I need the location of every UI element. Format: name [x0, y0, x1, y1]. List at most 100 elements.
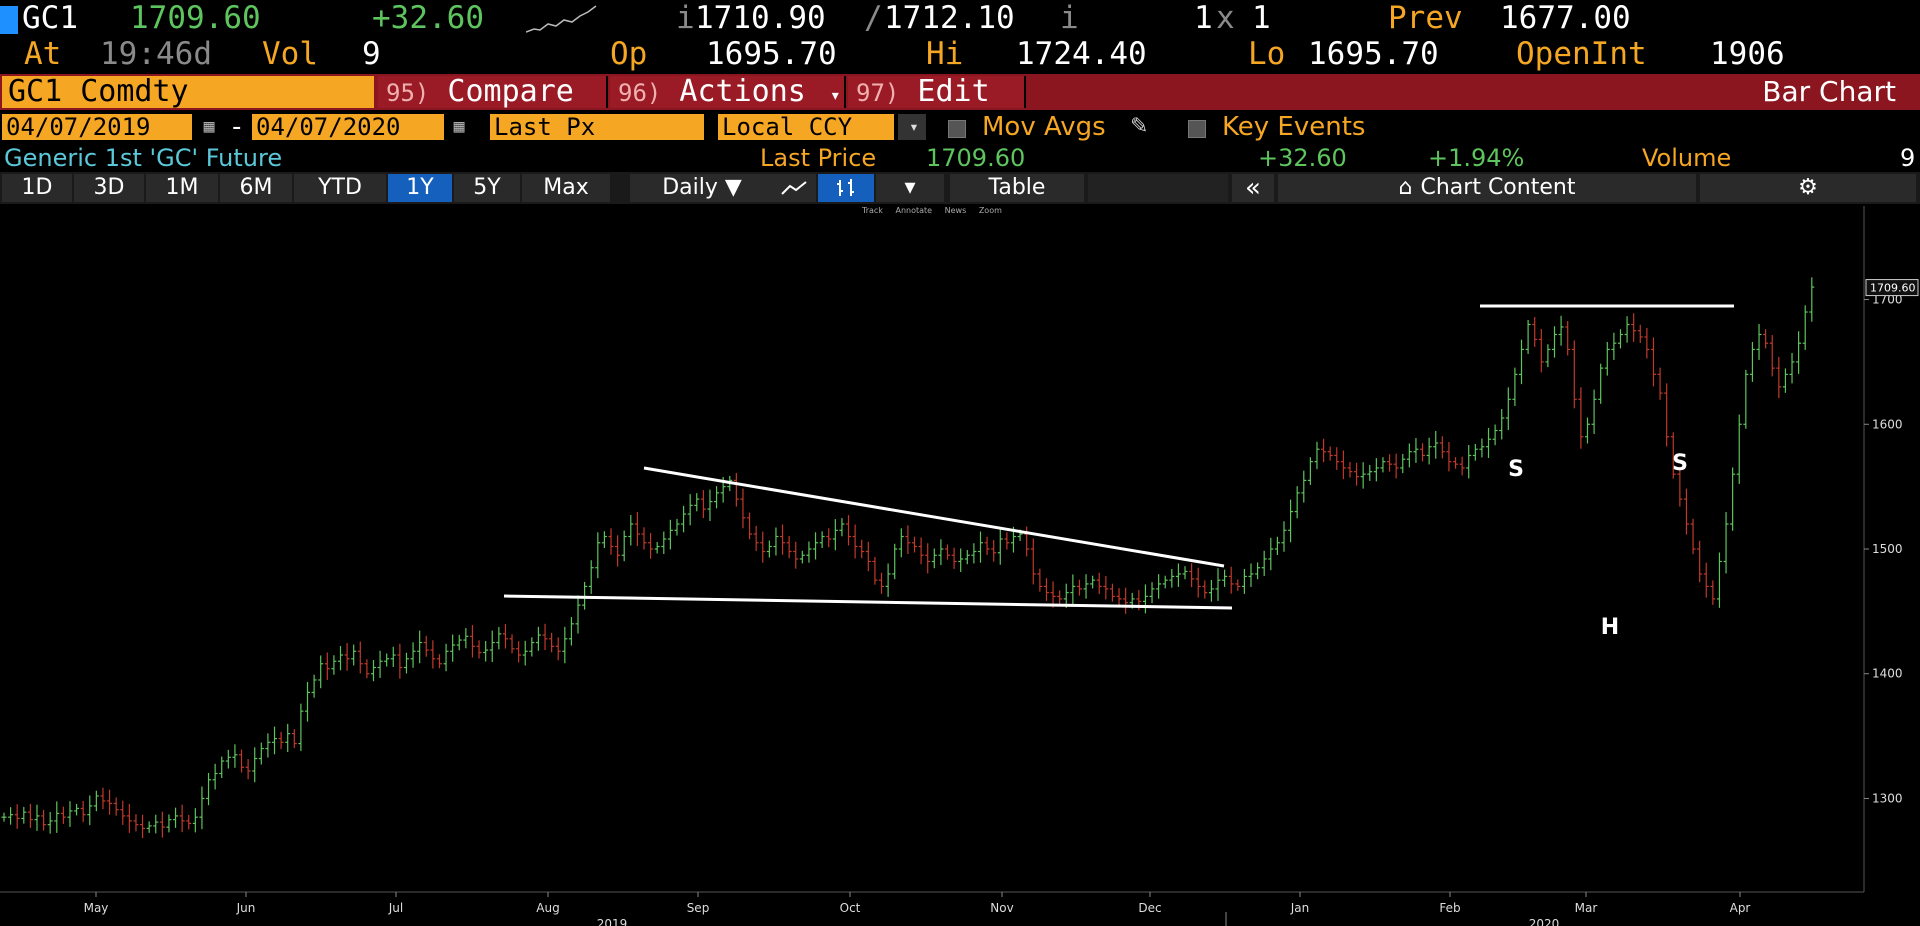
ohlc-bar	[799, 550, 805, 564]
ohlc-bar	[898, 528, 904, 558]
news-tool[interactable]: News	[944, 206, 967, 215]
quote-line-2: At 19:46d Vol 9 Op 1695.70 Hi 1724.40 Lo…	[0, 36, 1920, 72]
field-selector[interactable]: Last Px	[490, 114, 704, 140]
ohlc-bar	[549, 632, 555, 653]
ohlc-bar	[173, 807, 179, 828]
ohlc-bar	[456, 634, 462, 651]
period-5y[interactable]: 5Y	[454, 174, 520, 202]
ohlc-bar	[773, 527, 779, 556]
period-ytd[interactable]: YTD	[294, 174, 386, 202]
ohlc-bar	[1571, 340, 1577, 409]
period-1d[interactable]: 1D	[2, 174, 72, 202]
actions-label: Actions	[679, 74, 806, 109]
ohlc-bar	[786, 536, 792, 559]
mov-avgs-checkbox[interactable]	[948, 120, 966, 138]
ohlc-bar	[1565, 320, 1571, 356]
ohlc-bar	[1598, 363, 1604, 404]
table-button[interactable]: Table	[950, 174, 1084, 202]
ohlc-bar	[1228, 566, 1234, 594]
collapse-icon[interactable]: «	[1232, 174, 1274, 202]
ohlc-bar	[542, 623, 548, 651]
frequency-dropdown[interactable]: Daily ▼	[630, 174, 774, 202]
period-toolbar: 1D 3D 1M 6M YTD 1Y 5Y Max Daily ▼ ▾ Table « ⌂ Ch…	[0, 172, 1920, 204]
ohlc-bar	[1657, 367, 1663, 400]
ohlc-bar	[1578, 387, 1584, 449]
pencil-icon[interactable]: ✎	[1130, 114, 1149, 139]
ohlc-bar	[1545, 344, 1551, 368]
ohlc-bar	[21, 806, 27, 824]
ohlc-bar	[1116, 588, 1122, 608]
ohlc-bar	[1446, 441, 1452, 472]
year-label: 2020	[1529, 917, 1560, 926]
period-6m[interactable]: 6M	[220, 174, 292, 202]
security-field[interactable]: GC1 Comdty	[2, 76, 374, 108]
x-tick-label: Jun	[236, 901, 256, 915]
ohlc-bar	[1756, 323, 1762, 360]
ohlc-bar	[476, 640, 482, 659]
ohlc-bar	[1730, 467, 1736, 531]
track-tool[interactable]: Track	[862, 206, 883, 215]
start-date-input[interactable]: 04/07/2019	[2, 114, 192, 140]
settings-button[interactable]: ⚙	[1700, 174, 1916, 202]
ohlc-bar	[265, 733, 271, 758]
ohlc-bar	[107, 789, 113, 815]
ohlc-bar	[364, 659, 370, 679]
ohlc-bar	[582, 581, 588, 610]
actions-menu[interactable]: 96) Actions ▾	[610, 76, 846, 108]
end-date-input[interactable]: 04/07/2020	[252, 114, 444, 140]
compare-button[interactable]: 95) Compare	[378, 76, 608, 108]
ohlc-bar	[1387, 454, 1393, 472]
y-tick-label: 1500	[1872, 542, 1903, 556]
ohlc-bar	[1584, 417, 1590, 444]
ohlc-bar	[1294, 486, 1300, 519]
currency-selector[interactable]: Local CCY	[718, 114, 894, 140]
gear-icon: ⚙	[1798, 175, 1818, 200]
ohlc-bar	[93, 790, 99, 812]
date-range-dash: -	[232, 112, 242, 142]
chart-content-button[interactable]: ⌂ Chart Content	[1278, 174, 1696, 202]
calendar-icon[interactable]: ▦	[453, 116, 465, 137]
ohlc-bar	[1360, 462, 1366, 489]
line-chart-icon[interactable]	[774, 174, 816, 202]
ohlc-bar	[1749, 341, 1755, 382]
ohlc-bar	[1809, 277, 1815, 322]
ohlc-bar	[1215, 568, 1221, 601]
calendar-icon[interactable]: ▦	[203, 116, 215, 137]
chevron-down-icon[interactable]: ▾	[876, 174, 944, 202]
volume: 9	[362, 36, 381, 72]
ticker: GC1	[22, 0, 78, 36]
last-price-label: Last Price	[760, 144, 877, 172]
open-label: Op	[610, 36, 648, 72]
edit-menu[interactable]: 97) Edit ▾	[848, 76, 1026, 139]
ohlc-bar	[634, 512, 640, 547]
ohlc-bar	[931, 548, 937, 569]
ohlc-bar	[1796, 331, 1802, 374]
key-events-checkbox[interactable]	[1188, 120, 1206, 138]
ohlc-bar	[1004, 532, 1010, 550]
x-tick-label: Apr	[1730, 901, 1751, 915]
ohlc-bar	[1631, 313, 1637, 342]
zoom-tool[interactable]: Zoom	[978, 206, 1002, 215]
ohlc-bar	[370, 660, 376, 682]
annotate-tool[interactable]: Annotate	[895, 206, 933, 215]
bar-chart-icon[interactable]	[818, 174, 874, 202]
ohlc-bar	[337, 646, 343, 671]
chart-content-icon: ⌂	[1398, 175, 1413, 200]
period-max[interactable]: Max	[522, 174, 610, 202]
ohlc-bar	[87, 795, 93, 826]
ohlc-bar	[595, 532, 601, 579]
chevron-down-icon[interactable]: ▾	[898, 114, 926, 140]
ohlc-bar	[641, 527, 647, 550]
ohlc-bar	[41, 809, 47, 831]
period-3d[interactable]: 3D	[74, 174, 144, 202]
chart-tools: Track Annotate News Zoom	[862, 206, 1012, 215]
ohlc-bar	[331, 655, 337, 675]
period-1y[interactable]: 1Y	[388, 174, 452, 202]
ohlc-bar	[1723, 512, 1729, 574]
mov-avgs-label: Mov Avgs	[982, 112, 1106, 142]
quote-time: 19:46d	[100, 36, 212, 72]
period-1m[interactable]: 1M	[146, 174, 218, 202]
price-chart[interactable]: S H S May Jun Jul Aug Sep Oct Nov Dec Jan Feb Mar Apr…	[0, 206, 1920, 926]
ohlc-bar	[67, 801, 73, 827]
security-marker	[0, 6, 18, 34]
